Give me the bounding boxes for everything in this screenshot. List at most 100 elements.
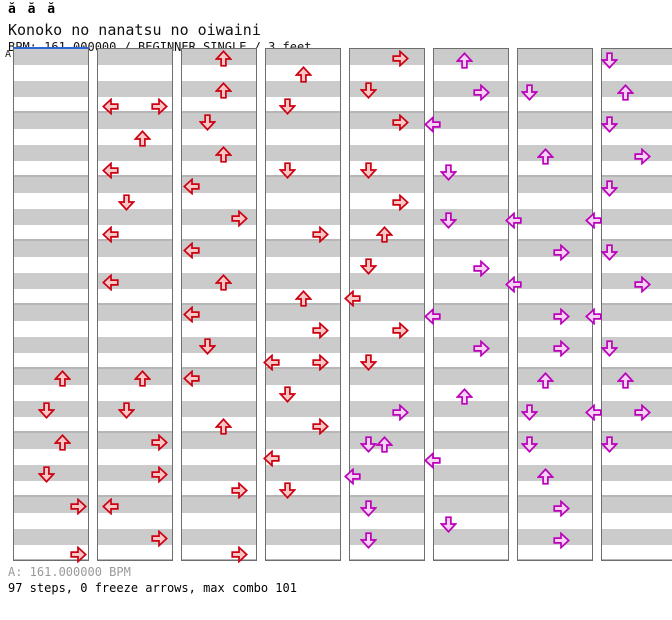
down-arrow-icon bbox=[601, 340, 619, 357]
down-arrow-icon bbox=[440, 516, 458, 533]
right-arrow-icon bbox=[472, 84, 490, 101]
left-arrow-icon bbox=[424, 116, 441, 133]
right-arrow-icon bbox=[311, 417, 329, 435]
down-arrow-icon bbox=[279, 481, 297, 499]
down-arrow-icon bbox=[198, 113, 216, 131]
section-label: ă ă ă bbox=[8, 2, 58, 17]
right-arrow-icon bbox=[553, 244, 570, 261]
up-arrow-icon bbox=[295, 289, 313, 307]
song-title: Konoko no nanatsu no oiwaini bbox=[8, 21, 261, 39]
right-arrow-icon bbox=[472, 340, 490, 357]
left-arrow-icon bbox=[182, 241, 200, 259]
step-summary: 97 steps, 0 freeze arrows, max combo 101 bbox=[8, 581, 297, 595]
bpm-legend: A: 161.000000 BPM bbox=[8, 565, 131, 579]
left-arrow-icon bbox=[504, 212, 522, 229]
up-arrow-icon bbox=[214, 273, 232, 291]
up-arrow-icon bbox=[456, 52, 474, 69]
left-arrow-icon bbox=[263, 449, 280, 467]
down-arrow-icon bbox=[118, 193, 136, 211]
right-arrow-icon bbox=[553, 340, 570, 357]
right-arrow-icon bbox=[553, 532, 570, 549]
down-arrow-icon bbox=[359, 532, 377, 549]
right-arrow-icon bbox=[70, 545, 87, 563]
down-arrow-icon bbox=[198, 337, 216, 355]
up-arrow-icon bbox=[53, 369, 71, 387]
right-arrow-icon bbox=[231, 209, 248, 227]
down-arrow-icon bbox=[118, 401, 136, 419]
section-a-label: A bbox=[5, 49, 12, 60]
up-arrow-icon bbox=[456, 388, 474, 405]
up-arrow-icon bbox=[536, 468, 554, 485]
right-arrow-icon bbox=[231, 545, 248, 563]
left-arrow-icon bbox=[504, 276, 522, 293]
left-arrow-icon bbox=[182, 369, 200, 387]
right-arrow-icon bbox=[633, 404, 651, 421]
down-arrow-icon bbox=[279, 161, 297, 179]
down-arrow-icon bbox=[359, 353, 377, 371]
left-arrow-icon bbox=[102, 97, 119, 115]
down-arrow-icon bbox=[37, 465, 55, 483]
down-arrow-icon bbox=[520, 84, 538, 101]
down-arrow-icon bbox=[601, 180, 619, 197]
right-arrow-icon bbox=[392, 404, 409, 421]
right-arrow-icon bbox=[633, 148, 651, 165]
down-arrow-icon bbox=[601, 436, 619, 453]
down-arrow-icon bbox=[359, 257, 377, 275]
right-arrow-icon bbox=[150, 97, 168, 115]
up-arrow-icon bbox=[375, 436, 393, 453]
down-arrow-icon bbox=[440, 164, 458, 181]
down-arrow-icon bbox=[359, 161, 377, 179]
left-arrow-icon bbox=[343, 289, 361, 307]
right-arrow-icon bbox=[70, 497, 87, 515]
measure-column-8 bbox=[601, 48, 672, 561]
measure-column-7 bbox=[517, 48, 593, 561]
left-arrow-icon bbox=[585, 404, 602, 421]
left-arrow-icon bbox=[102, 161, 119, 179]
left-arrow-icon bbox=[585, 308, 602, 325]
up-arrow-icon bbox=[617, 372, 635, 389]
down-arrow-icon bbox=[601, 52, 619, 69]
right-arrow-icon bbox=[392, 321, 409, 339]
right-arrow-icon bbox=[392, 113, 409, 131]
down-arrow-icon bbox=[440, 212, 458, 229]
right-arrow-icon bbox=[311, 353, 329, 371]
up-arrow-icon bbox=[214, 49, 232, 67]
right-arrow-icon bbox=[553, 500, 570, 517]
right-arrow-icon bbox=[150, 465, 168, 483]
left-arrow-icon bbox=[263, 353, 280, 371]
right-arrow-icon bbox=[553, 308, 570, 325]
up-arrow-icon bbox=[536, 148, 554, 165]
down-arrow-icon bbox=[359, 500, 377, 517]
left-arrow-icon bbox=[102, 497, 119, 515]
measure-column-6 bbox=[433, 48, 509, 561]
down-arrow-icon bbox=[279, 385, 297, 403]
left-arrow-icon bbox=[424, 452, 441, 469]
left-arrow-icon bbox=[343, 468, 361, 485]
up-arrow-icon bbox=[536, 372, 554, 389]
left-arrow-icon bbox=[102, 225, 119, 243]
right-arrow-icon bbox=[150, 433, 168, 451]
right-arrow-icon bbox=[392, 49, 409, 67]
up-arrow-icon bbox=[375, 225, 393, 243]
up-arrow-icon bbox=[214, 81, 232, 99]
up-arrow-icon bbox=[214, 145, 232, 163]
up-arrow-icon bbox=[214, 417, 232, 435]
down-arrow-icon bbox=[37, 401, 55, 419]
up-arrow-icon bbox=[295, 65, 313, 83]
measure-column-3 bbox=[181, 48, 257, 561]
left-arrow-icon bbox=[182, 177, 200, 195]
right-arrow-icon bbox=[633, 276, 651, 293]
left-arrow-icon bbox=[585, 212, 602, 229]
right-arrow-icon bbox=[472, 260, 490, 277]
right-arrow-icon bbox=[150, 529, 168, 547]
left-arrow-icon bbox=[102, 273, 119, 291]
up-arrow-icon bbox=[134, 129, 152, 147]
down-arrow-icon bbox=[359, 81, 377, 99]
section-a-marker-line bbox=[13, 47, 89, 49]
right-arrow-icon bbox=[392, 193, 409, 211]
right-arrow-icon bbox=[311, 321, 329, 339]
down-arrow-icon bbox=[520, 436, 538, 453]
up-arrow-icon bbox=[53, 433, 71, 451]
measure-column-1 bbox=[13, 48, 89, 561]
down-arrow-icon bbox=[279, 97, 297, 115]
